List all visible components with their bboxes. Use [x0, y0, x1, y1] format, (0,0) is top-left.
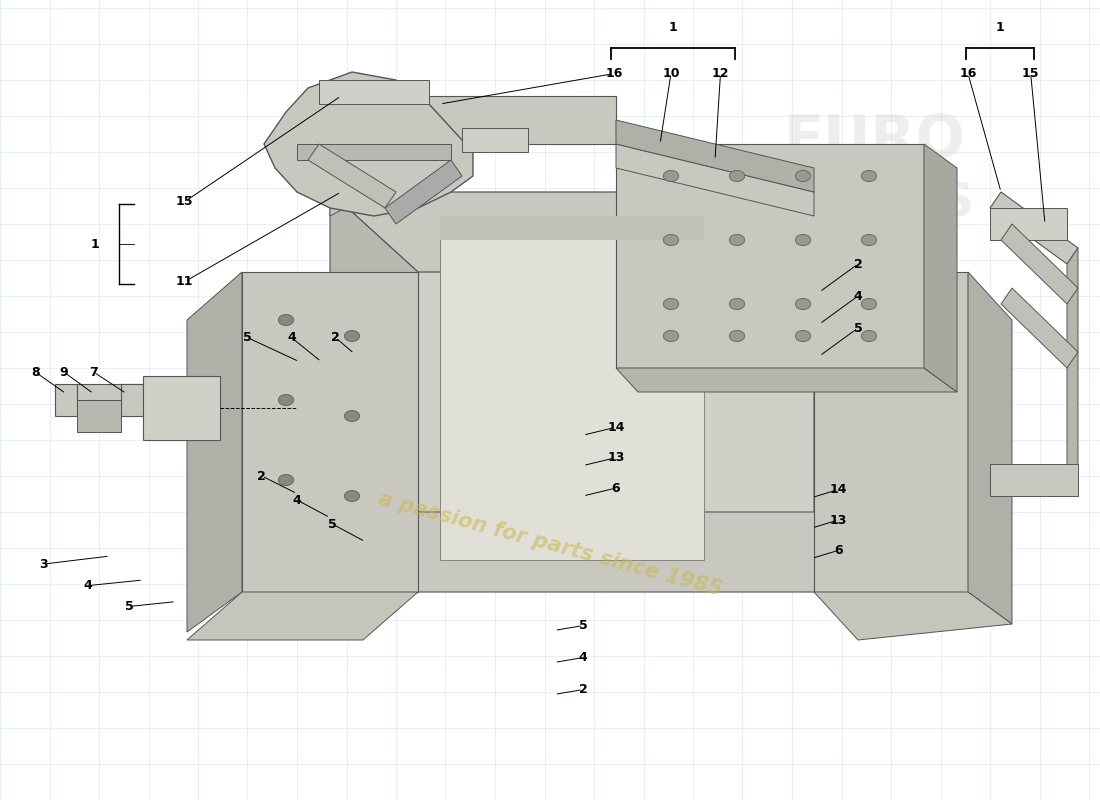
Circle shape: [663, 298, 679, 310]
Polygon shape: [385, 160, 462, 224]
Polygon shape: [308, 144, 396, 208]
Text: 13: 13: [607, 451, 625, 464]
Text: 16: 16: [959, 67, 977, 80]
Polygon shape: [814, 592, 1012, 640]
Polygon shape: [242, 272, 418, 592]
Text: 4: 4: [579, 651, 587, 664]
Polygon shape: [319, 80, 429, 104]
Text: 7: 7: [89, 366, 98, 378]
Polygon shape: [616, 368, 957, 392]
Text: 5: 5: [854, 322, 862, 334]
Polygon shape: [330, 120, 418, 192]
Text: 12: 12: [712, 67, 729, 80]
Circle shape: [663, 330, 679, 342]
Polygon shape: [121, 384, 143, 416]
Circle shape: [729, 298, 745, 310]
Polygon shape: [924, 144, 957, 392]
Polygon shape: [616, 144, 814, 216]
Circle shape: [278, 394, 294, 406]
Text: 16: 16: [605, 67, 623, 80]
Polygon shape: [990, 192, 1078, 264]
Text: 14: 14: [829, 483, 847, 496]
Polygon shape: [990, 464, 1078, 496]
Circle shape: [795, 170, 811, 182]
Circle shape: [795, 298, 811, 310]
Text: 5: 5: [579, 619, 587, 632]
Polygon shape: [814, 192, 913, 592]
Text: 9: 9: [59, 366, 68, 378]
Polygon shape: [143, 376, 220, 440]
Text: 4: 4: [84, 579, 92, 592]
Polygon shape: [990, 208, 1067, 240]
Text: 8: 8: [31, 366, 40, 378]
Circle shape: [344, 490, 360, 502]
Text: 4: 4: [854, 290, 862, 302]
Text: 13: 13: [829, 514, 847, 526]
Circle shape: [861, 298, 877, 310]
Polygon shape: [374, 96, 418, 176]
Polygon shape: [1001, 288, 1078, 368]
Circle shape: [861, 234, 877, 246]
Circle shape: [729, 170, 745, 182]
Text: 2: 2: [579, 683, 587, 696]
Circle shape: [344, 410, 360, 422]
Polygon shape: [187, 592, 418, 640]
Circle shape: [663, 170, 679, 182]
Circle shape: [729, 330, 745, 342]
Text: 14: 14: [607, 421, 625, 434]
Polygon shape: [77, 400, 121, 432]
Text: 1: 1: [90, 238, 99, 250]
Polygon shape: [330, 192, 913, 272]
Text: 5: 5: [125, 600, 134, 613]
Text: 4: 4: [293, 494, 301, 506]
Polygon shape: [55, 384, 77, 416]
Circle shape: [861, 330, 877, 342]
Polygon shape: [330, 512, 913, 592]
Circle shape: [663, 234, 679, 246]
Text: 5: 5: [328, 518, 337, 530]
Text: 1985: 1985: [849, 235, 950, 269]
Text: 11: 11: [176, 275, 194, 288]
Polygon shape: [330, 144, 418, 216]
Polygon shape: [1067, 248, 1078, 480]
Text: 1: 1: [669, 21, 676, 34]
Polygon shape: [440, 216, 704, 560]
Polygon shape: [330, 192, 418, 592]
Text: 10: 10: [662, 67, 680, 80]
Text: 1: 1: [996, 21, 1004, 34]
Polygon shape: [297, 144, 451, 160]
Circle shape: [278, 314, 294, 326]
Text: EURO: EURO: [783, 111, 966, 169]
Text: 15: 15: [176, 195, 194, 208]
Text: 2: 2: [854, 258, 862, 270]
Polygon shape: [77, 384, 143, 400]
Circle shape: [278, 474, 294, 486]
Polygon shape: [1001, 224, 1078, 304]
Polygon shape: [187, 272, 242, 632]
Polygon shape: [330, 192, 814, 512]
Polygon shape: [264, 72, 473, 216]
Circle shape: [344, 330, 360, 342]
Polygon shape: [440, 216, 704, 240]
Polygon shape: [462, 128, 528, 152]
Polygon shape: [968, 272, 1012, 624]
Text: a passion for parts since 1985: a passion for parts since 1985: [376, 489, 724, 599]
Text: 5: 5: [243, 331, 252, 344]
Circle shape: [795, 330, 811, 342]
Text: 4: 4: [287, 331, 296, 344]
Text: 6: 6: [612, 482, 620, 494]
Polygon shape: [814, 272, 968, 592]
Circle shape: [795, 234, 811, 246]
Text: 3: 3: [40, 558, 48, 570]
Polygon shape: [616, 120, 814, 192]
Text: 15: 15: [1022, 67, 1040, 80]
Text: PARTES: PARTES: [774, 182, 975, 226]
Circle shape: [861, 170, 877, 182]
Text: 6: 6: [834, 544, 843, 557]
Text: 2: 2: [257, 470, 266, 482]
Circle shape: [729, 234, 745, 246]
Polygon shape: [616, 144, 924, 368]
Text: 2: 2: [331, 331, 340, 344]
Polygon shape: [418, 96, 616, 144]
